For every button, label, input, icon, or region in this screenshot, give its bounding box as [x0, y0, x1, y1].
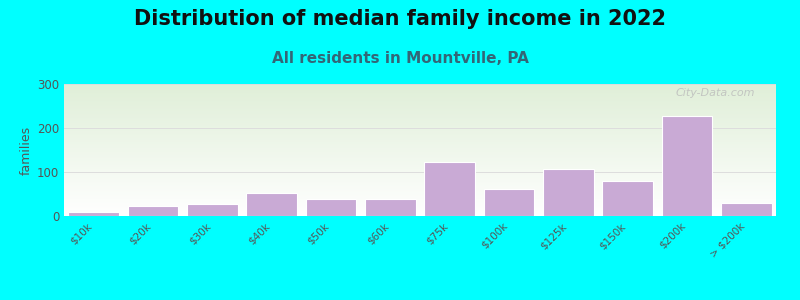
Bar [365, 199, 415, 216]
Text: All residents in Mountville, PA: All residents in Mountville, PA [271, 51, 529, 66]
Bar [721, 203, 771, 216]
Bar [543, 169, 594, 216]
Bar [69, 212, 119, 216]
Bar [187, 204, 238, 216]
Bar [306, 199, 356, 216]
Bar [246, 193, 297, 216]
Bar [484, 189, 534, 216]
Bar [662, 116, 712, 216]
Bar [602, 181, 653, 216]
Bar [128, 206, 178, 216]
Bar [425, 162, 475, 216]
Y-axis label: families: families [20, 125, 33, 175]
Text: Distribution of median family income in 2022: Distribution of median family income in … [134, 9, 666, 29]
Text: City-Data.com: City-Data.com [675, 88, 754, 98]
